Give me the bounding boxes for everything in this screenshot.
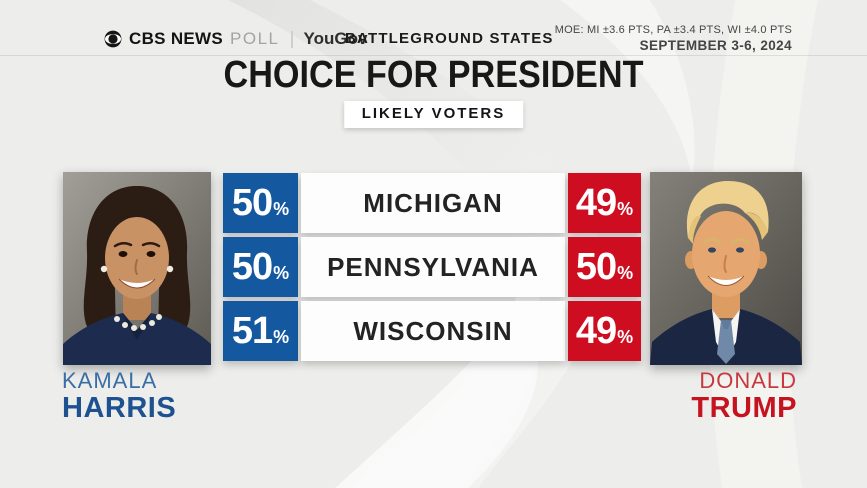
margin-of-error: MOE: MI ±3.6 PTS, PA ±3.4 PTS, WI ±4.0 P… bbox=[554, 24, 792, 36]
network-name: CBS NEWS bbox=[129, 29, 224, 48]
cbs-eye-icon bbox=[104, 30, 122, 48]
harris-pct-michigan: 50 bbox=[231, 182, 273, 224]
header-rule bbox=[0, 55, 867, 56]
results-table: 50% MICHIGAN 49% 50% PENNSYLVANIA 50% 51… bbox=[223, 173, 641, 361]
trump-value-michigan: 49% bbox=[568, 173, 641, 233]
harris-pct-wisconsin: 51 bbox=[231, 310, 273, 352]
state-label: WISCONSIN bbox=[353, 315, 513, 346]
trump-value-wisconsin: 49% bbox=[568, 301, 641, 361]
poll-meta: MOE: MI ±3.6 PTS, PA ±3.4 PTS, WI ±4.0 P… bbox=[555, 23, 792, 55]
field-dates: SEPTEMBER 3-6, 2024 bbox=[639, 38, 792, 54]
percent-sign: % bbox=[617, 199, 634, 219]
harris-portrait-illustration bbox=[63, 172, 211, 365]
percent-sign: % bbox=[617, 327, 634, 347]
percent-sign: % bbox=[273, 327, 290, 347]
brand-lockup: CBS NEWS POLL YouGov bbox=[104, 28, 367, 50]
table-row-pennsylvania: 50% PENNSYLVANIA 50% bbox=[223, 237, 641, 297]
brand-divider bbox=[290, 30, 293, 48]
trump-last-name: TRUMP bbox=[691, 392, 797, 425]
harris-first-name: KAMALA bbox=[62, 368, 158, 393]
subtitle-text: LIKELY VOTERS bbox=[361, 105, 506, 122]
trump-pct-pennsylvania: 50 bbox=[575, 246, 617, 288]
percent-sign: % bbox=[273, 263, 290, 283]
trump-photo bbox=[650, 172, 802, 365]
state-name-michigan: MICHIGAN bbox=[301, 173, 565, 233]
state-label: MICHIGAN bbox=[363, 187, 503, 218]
harris-value-pennsylvania: 50% bbox=[223, 237, 298, 297]
subtitle-badge: LIKELY VOTERS bbox=[343, 101, 524, 128]
trump-value-pennsylvania: 50% bbox=[568, 237, 641, 297]
table-row-michigan: 50% MICHIGAN 49% bbox=[223, 173, 641, 233]
state-name-pennsylvania: PENNSYLVANIA bbox=[301, 237, 565, 297]
trump-first-name: DONALD bbox=[699, 368, 797, 393]
harris-last-name: HARRIS bbox=[62, 392, 177, 425]
trump-name-label: DONALD TRUMP bbox=[691, 369, 797, 424]
partner-name: YouGov bbox=[303, 29, 368, 48]
harris-pct-pennsylvania: 50 bbox=[231, 246, 273, 288]
harris-value-wisconsin: 51% bbox=[223, 301, 298, 361]
percent-sign: % bbox=[617, 263, 634, 283]
product-name: POLL bbox=[230, 29, 280, 48]
state-name-wisconsin: WISCONSIN bbox=[301, 301, 565, 361]
table-row-wisconsin: 51% WISCONSIN 49% bbox=[223, 301, 641, 361]
trump-pct-michigan: 49 bbox=[575, 182, 617, 224]
harris-name-label: KAMALA HARRIS bbox=[62, 369, 176, 424]
trump-pct-wisconsin: 49 bbox=[575, 310, 617, 352]
trump-portrait-illustration bbox=[650, 172, 802, 365]
harris-value-michigan: 50% bbox=[223, 173, 298, 233]
harris-photo bbox=[63, 172, 211, 365]
page-title: CHOICE FOR PRESIDENT bbox=[223, 54, 644, 96]
percent-sign: % bbox=[273, 199, 290, 219]
section-label: BATTLEGROUND STATES bbox=[345, 30, 554, 47]
state-label: PENNSYLVANIA bbox=[327, 251, 539, 282]
